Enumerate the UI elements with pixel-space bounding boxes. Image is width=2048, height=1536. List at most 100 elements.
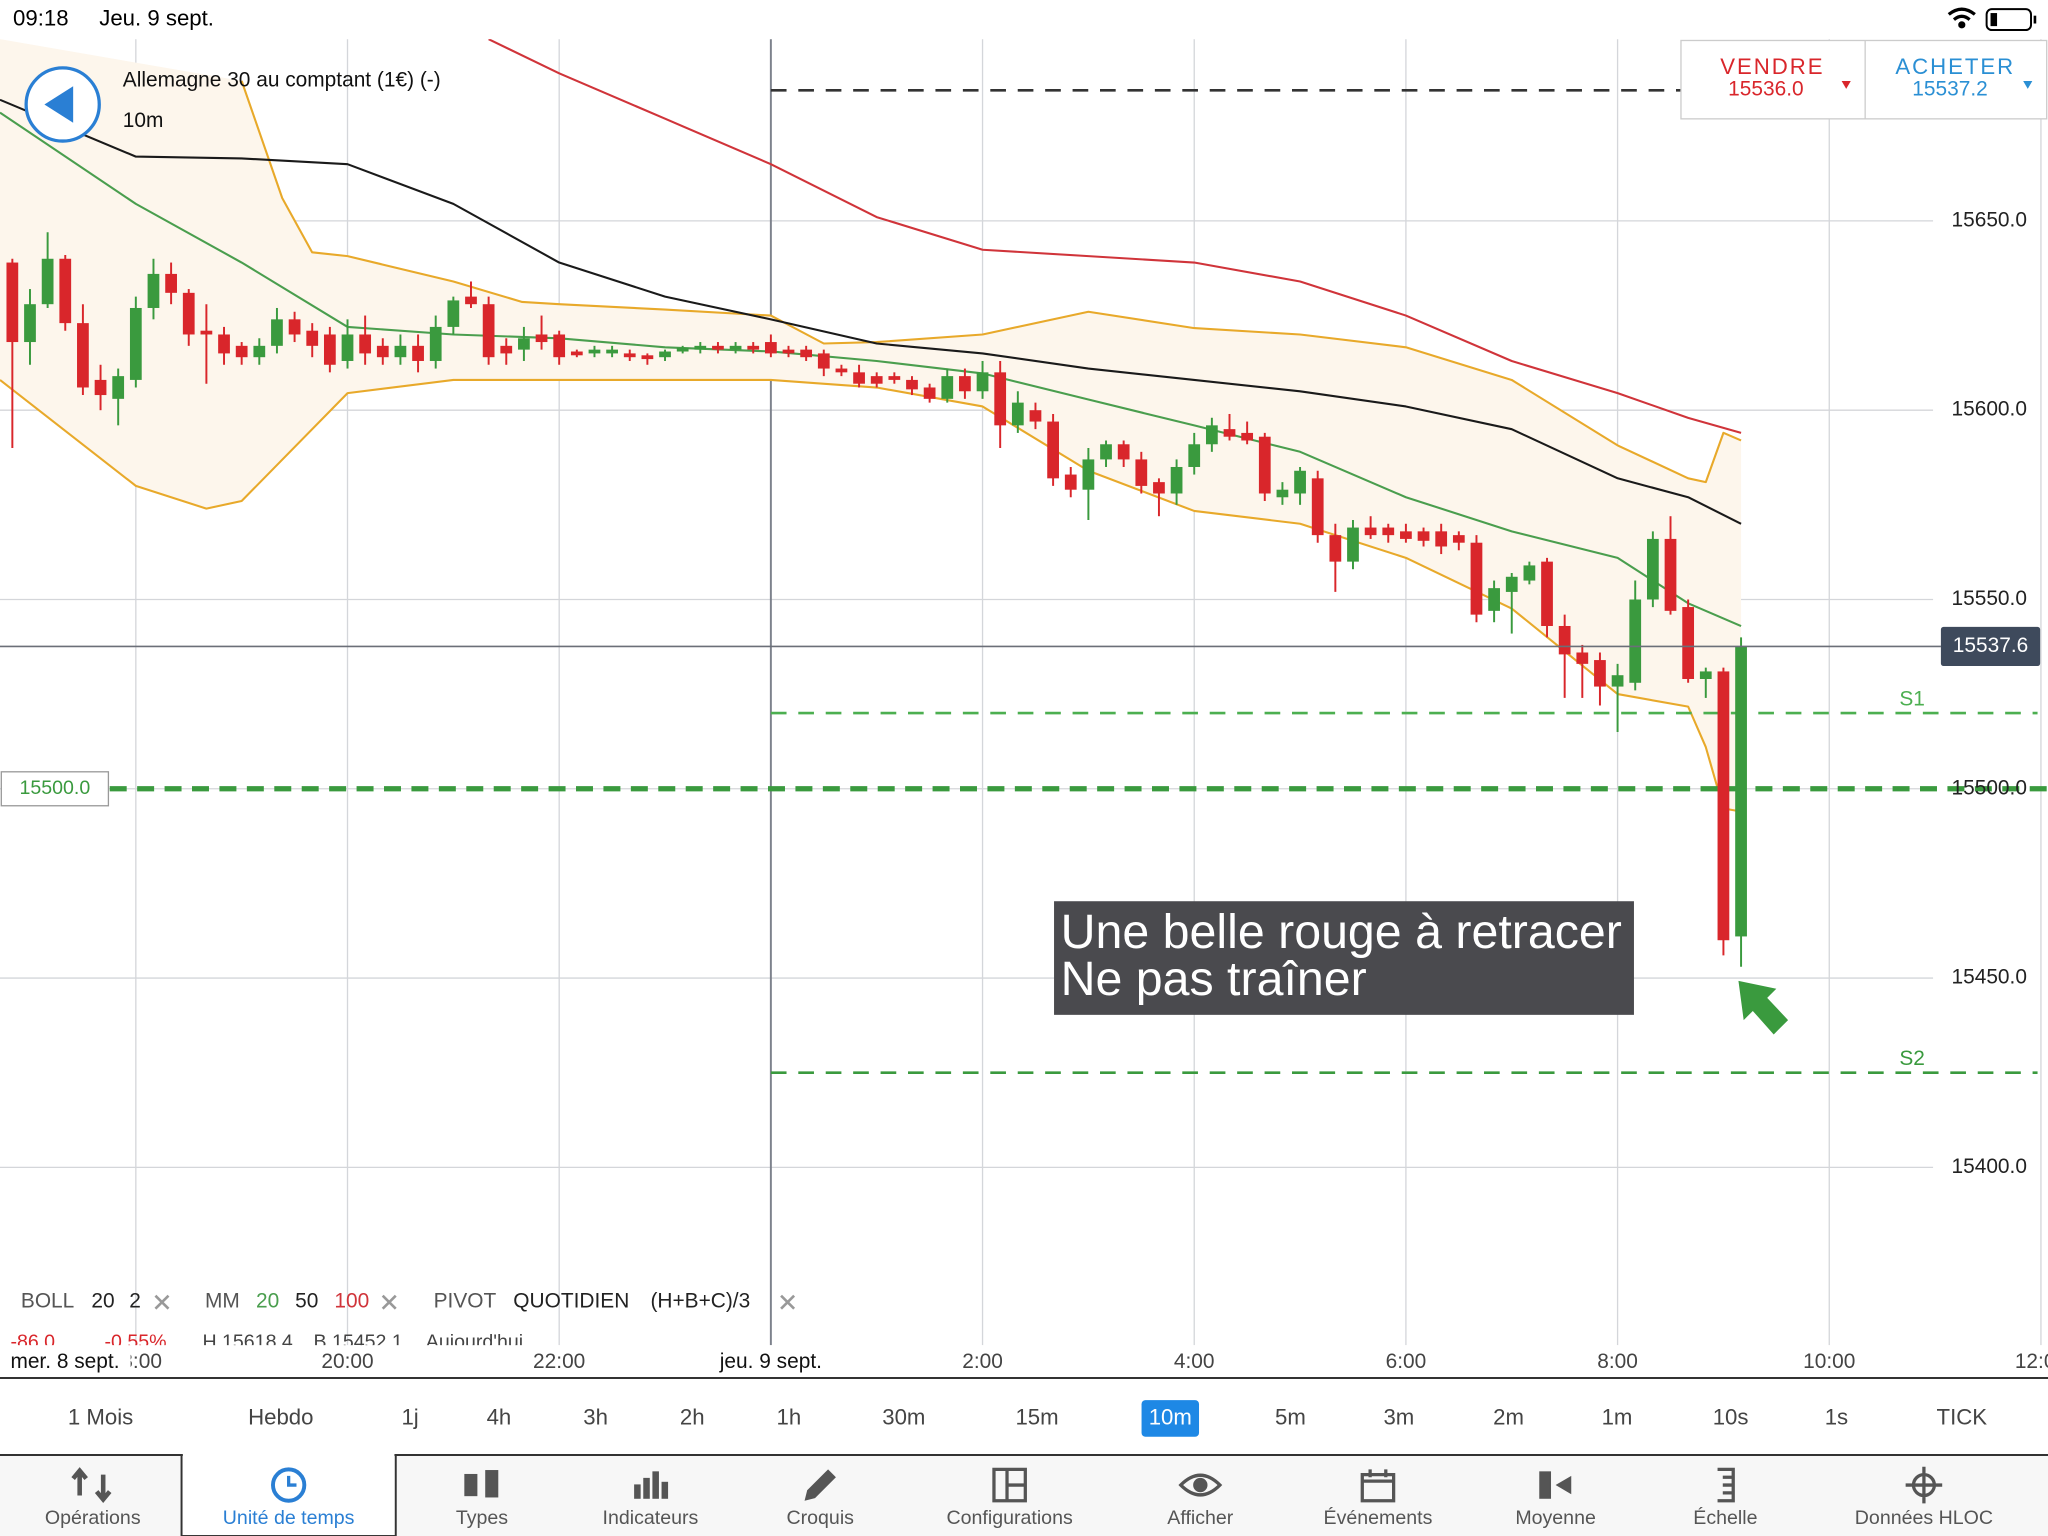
candle-body bbox=[1294, 470, 1306, 494]
candle-body bbox=[1717, 671, 1730, 941]
candle-body bbox=[835, 368, 848, 373]
icon-part bbox=[634, 1484, 641, 1499]
stat: -86.0 bbox=[10, 1331, 55, 1353]
bollinger-upper bbox=[240, 80, 1742, 484]
tab-button[interactable]: Moyenne bbox=[1515, 1471, 1596, 1529]
tab-label: Opérations bbox=[45, 1507, 141, 1529]
timeframe-button[interactable]: 2h bbox=[680, 1404, 705, 1429]
tab-icon bbox=[1905, 1466, 1943, 1504]
candle-body bbox=[1205, 425, 1218, 445]
tab-button[interactable]: Afficher bbox=[1167, 1473, 1234, 1529]
candle-body bbox=[1135, 459, 1148, 486]
candle-body bbox=[1735, 646, 1747, 937]
icon-part bbox=[1360, 1469, 1396, 1503]
candle-body bbox=[77, 323, 89, 388]
timeframe-button[interactable]: 1m bbox=[1602, 1404, 1633, 1429]
remove-indicator[interactable] bbox=[154, 1294, 170, 1310]
candle-body bbox=[1223, 429, 1236, 437]
tab-icon bbox=[464, 1470, 499, 1498]
timeframe-label: 30m bbox=[882, 1404, 925, 1429]
candle-body bbox=[747, 345, 760, 350]
timeframe-label: 1h bbox=[777, 1404, 802, 1429]
timeframe-button[interactable]: Hebdo bbox=[248, 1404, 313, 1429]
candle-body bbox=[1646, 538, 1659, 600]
candle-body bbox=[200, 330, 213, 335]
x-tick-label: jeu. 9 sept. bbox=[719, 1350, 822, 1373]
candle-body bbox=[1064, 474, 1077, 490]
candle-body bbox=[588, 349, 601, 354]
timeframe-button[interactable]: 1j bbox=[401, 1404, 418, 1429]
candle-body bbox=[1364, 527, 1377, 536]
legend-text: 20 bbox=[256, 1290, 279, 1313]
tab-icon bbox=[634, 1471, 669, 1499]
remove-indicator[interactable] bbox=[780, 1294, 796, 1310]
tab-button[interactable]: Configurations bbox=[947, 1467, 1073, 1529]
timeframe-button[interactable]: 10s bbox=[1713, 1404, 1749, 1429]
buy-label: ACHETER bbox=[1895, 54, 2015, 79]
tab-button[interactable]: Échelle bbox=[1693, 1467, 1758, 1529]
stat: B 15452.1 bbox=[313, 1331, 402, 1353]
x-tick-label: 20:00 bbox=[321, 1350, 373, 1373]
candle-body bbox=[1629, 599, 1642, 683]
candle-body bbox=[959, 376, 971, 392]
tab-icon bbox=[1360, 1469, 1396, 1503]
candle-body bbox=[147, 273, 160, 308]
candle-body bbox=[535, 334, 548, 343]
timeframe-button[interactable]: TICK bbox=[1937, 1404, 1988, 1429]
tab-button[interactable]: Données HLOC bbox=[1855, 1466, 1993, 1529]
timeframe-button[interactable]: 1 Mois bbox=[68, 1404, 133, 1429]
tab-button[interactable]: Croquis bbox=[787, 1469, 855, 1529]
tab-button[interactable]: Indicateurs bbox=[603, 1471, 699, 1529]
candle-body bbox=[1311, 478, 1324, 536]
candle-body bbox=[676, 347, 689, 352]
tab-button[interactable]: Unité de temps bbox=[180, 1453, 397, 1536]
tab-button[interactable]: Types bbox=[456, 1470, 508, 1529]
timeframe-button[interactable]: 3h bbox=[583, 1404, 608, 1429]
buy-button[interactable]: ACHETER 15537.2 bbox=[1895, 54, 2033, 101]
sell-button[interactable]: VENDRE 15536.0 bbox=[1720, 54, 1851, 101]
timeframe-button[interactable]: 4h bbox=[487, 1404, 512, 1429]
icon-part bbox=[661, 1481, 669, 1499]
candle-body bbox=[288, 319, 301, 335]
timeframe-button[interactable]: 10m bbox=[1141, 1400, 1200, 1437]
legend-text: PIVOT bbox=[434, 1290, 497, 1313]
tab-label: Configurations bbox=[947, 1507, 1073, 1529]
candle-body bbox=[482, 304, 495, 358]
icon-part bbox=[1539, 1471, 1552, 1499]
y-tick-label: 15500.0 bbox=[1951, 776, 2026, 799]
timeframe-button[interactable]: 2m bbox=[1493, 1404, 1524, 1429]
timeframe-label: 1m bbox=[1602, 1404, 1633, 1429]
candle-body bbox=[6, 262, 19, 343]
timeframe-button[interactable]: 1h bbox=[777, 1404, 802, 1429]
tab-label: Unité de temps bbox=[223, 1507, 355, 1529]
timeframe-button[interactable]: 1s bbox=[1825, 1404, 1848, 1429]
x-tick-label: 12:00 bbox=[2015, 1350, 2048, 1373]
x-tick-label: 2:00 bbox=[962, 1350, 1003, 1373]
y-tick-label: 15600.0 bbox=[1951, 398, 2026, 421]
sell-label: VENDRE bbox=[1720, 54, 1824, 79]
candle-body bbox=[94, 379, 107, 396]
tab-button[interactable]: Événements bbox=[1324, 1469, 1433, 1529]
candle-body bbox=[1329, 535, 1342, 562]
timeframe-label: TICK bbox=[1937, 1404, 1988, 1429]
timeframe-button[interactable]: 3m bbox=[1383, 1404, 1414, 1429]
timeframe-label: Hebdo bbox=[248, 1404, 313, 1429]
tab-icon bbox=[271, 1467, 307, 1503]
candle-body bbox=[253, 345, 266, 358]
tab-button[interactable]: Opérations bbox=[45, 1467, 141, 1529]
timeframe-button[interactable]: 5m bbox=[1275, 1404, 1306, 1429]
legend-text: 2 bbox=[129, 1290, 141, 1313]
candle-body bbox=[906, 379, 918, 390]
candle-body bbox=[817, 353, 830, 369]
timeframe-label: 5m bbox=[1275, 1404, 1306, 1429]
candle-body bbox=[606, 349, 618, 354]
candle-body bbox=[1258, 436, 1271, 494]
back-button[interactable] bbox=[24, 66, 101, 143]
icon-part bbox=[1555, 1475, 1572, 1495]
icon-part bbox=[464, 1473, 478, 1497]
remove-indicator[interactable] bbox=[381, 1294, 397, 1310]
timeframe-button[interactable]: 30m bbox=[882, 1404, 925, 1429]
timeframe-button[interactable]: 15m bbox=[1015, 1404, 1058, 1429]
moving-average bbox=[0, 111, 1742, 627]
